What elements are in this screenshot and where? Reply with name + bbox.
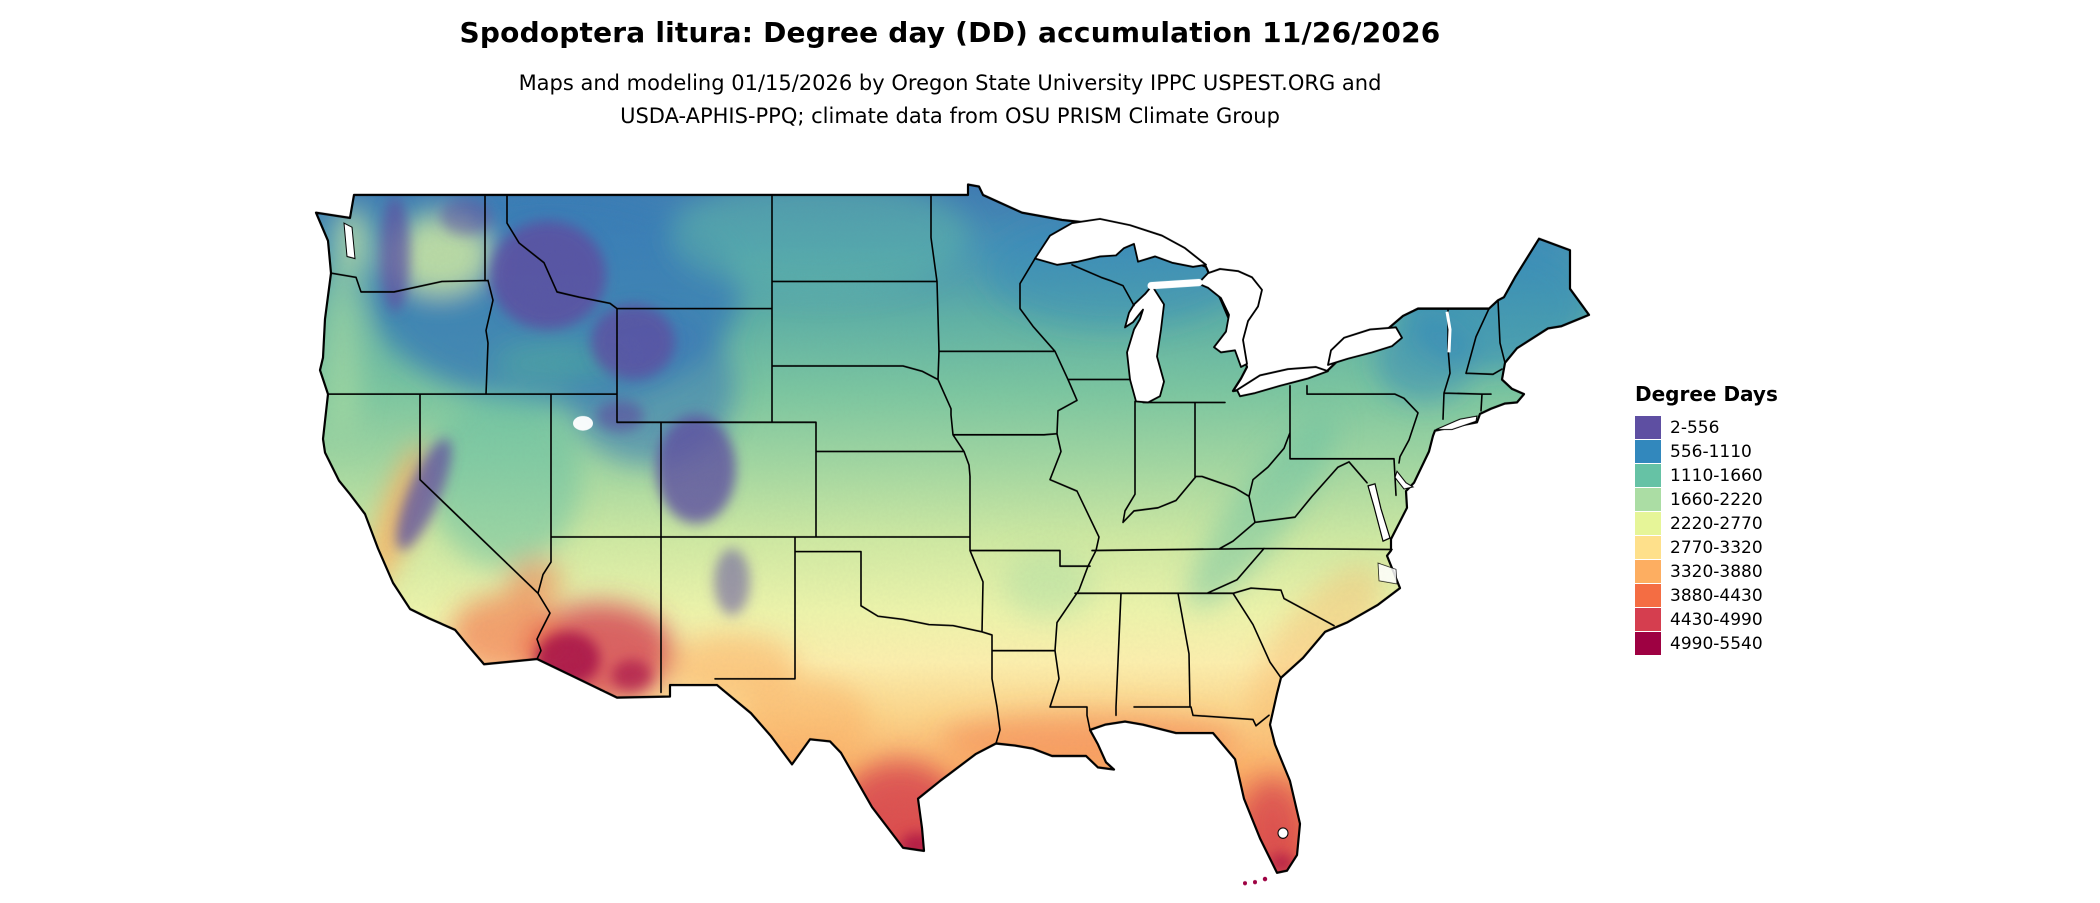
legend-item-label: 3320-3880	[1670, 561, 1763, 582]
long-island-sound	[1435, 415, 1478, 431]
legend-item: 4990-5540	[1635, 632, 1778, 655]
legend-item-label: 4990-5540	[1670, 633, 1763, 654]
legend: Degree Days 2-556 556-1110 1110-1660 1660-2…	[1635, 382, 1778, 656]
legend-swatch	[1635, 608, 1661, 631]
subtitle: Maps and modeling 01/15/2026 by Oregon S…	[0, 67, 1900, 133]
legend-item-label: 2770-3320	[1670, 537, 1763, 558]
raster-grain	[316, 184, 1589, 873]
legend-swatch	[1635, 464, 1661, 487]
legend-item: 2-556	[1635, 416, 1778, 439]
legend-item: 1110-1660	[1635, 464, 1778, 487]
chesapeake-bay	[1367, 482, 1391, 542]
delaware-bay	[1394, 470, 1415, 490]
legend-swatch	[1635, 632, 1661, 655]
legend-title: Degree Days	[1635, 382, 1778, 406]
lake-michigan	[1124, 284, 1165, 404]
puget-sound	[343, 222, 356, 260]
mackinac-strait	[1147, 278, 1203, 290]
subtitle-line-2: USDA-APHIS-PPQ; climate data from OSU PR…	[620, 104, 1280, 128]
coastal-water-details	[343, 222, 1478, 886]
legend-item: 3880-4430	[1635, 584, 1778, 607]
legend-swatch	[1635, 440, 1661, 463]
lake-ontario	[1327, 326, 1403, 366]
lake-champlain	[1445, 311, 1452, 353]
legend-swatch	[1635, 512, 1661, 535]
legend-swatch	[1635, 536, 1661, 559]
legend-rows: 2-556 556-1110 1110-1660 1660-2220 2220-2770…	[1635, 416, 1778, 655]
legend-item: 4430-4990	[1635, 608, 1778, 631]
pamlico-sound	[1377, 562, 1398, 585]
state-borders	[327, 194, 1506, 745]
legend-swatch	[1635, 416, 1661, 439]
florida-keys	[1243, 876, 1268, 886]
us-degree-day-map	[314, 183, 1591, 886]
legend-item-label: 4430-4990	[1670, 609, 1763, 630]
legend-item-label: 1660-2220	[1670, 489, 1763, 510]
legend-item: 2220-2770	[1635, 512, 1778, 535]
page-title: Spodoptera litura: Degree day (DD) accum…	[459, 16, 1441, 49]
legend-swatch	[1635, 488, 1661, 511]
legend-item-label: 2-556	[1670, 417, 1720, 438]
legend-swatch	[1635, 584, 1661, 607]
legend-item: 2770-3320	[1635, 536, 1778, 559]
legend-item-label: 2220-2770	[1670, 513, 1763, 534]
legend-item-label: 3880-4430	[1670, 585, 1763, 606]
great-salt-lake	[573, 415, 593, 431]
lake-erie	[1236, 366, 1329, 398]
subtitle-line-1: Maps and modeling 01/15/2026 by Oregon S…	[518, 71, 1382, 95]
lake-superior	[1034, 217, 1207, 268]
legend-swatch	[1635, 560, 1661, 583]
lake-okeechobee	[1277, 827, 1289, 839]
legend-item: 1660-2220	[1635, 488, 1778, 511]
legend-item: 556-1110	[1635, 440, 1778, 463]
header: Spodoptera litura: Degree day (DD) accum…	[0, 16, 1900, 133]
map-fill	[316, 184, 1589, 873]
legend-item-label: 556-1110	[1670, 441, 1752, 462]
legend-item-label: 1110-1660	[1670, 465, 1763, 486]
lake-huron	[1197, 268, 1263, 368]
great-lakes	[1034, 217, 1403, 404]
legend-item: 3320-3880	[1635, 560, 1778, 583]
